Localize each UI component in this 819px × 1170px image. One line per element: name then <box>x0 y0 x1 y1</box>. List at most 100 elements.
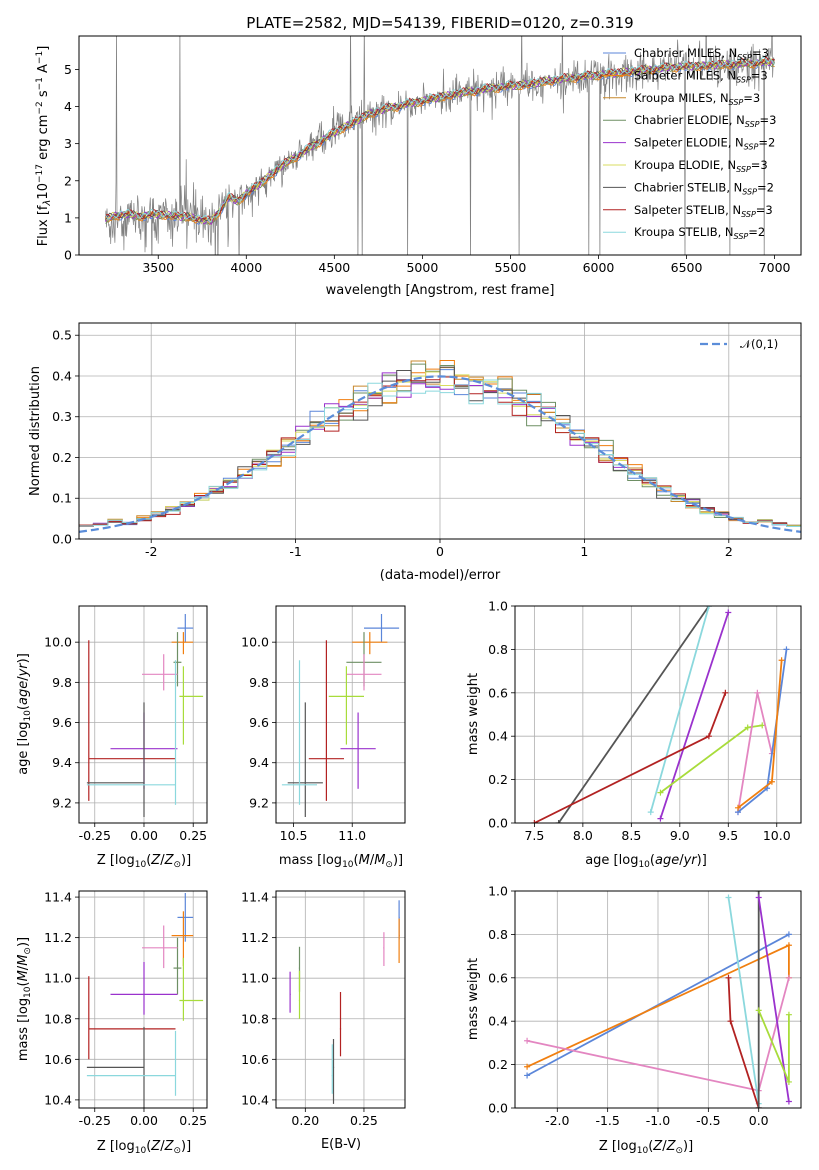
weight-vs-z-ytick-label: 0.0 <box>488 1101 508 1116</box>
age-vs-z-ytick-label: 9.6 <box>52 715 72 730</box>
legend-subscript: SSP <box>737 53 752 62</box>
data-point <box>725 609 732 616</box>
mass-vs-z-plot-area <box>86 893 204 1108</box>
spectrum-xtick-label: 6000 <box>583 260 615 275</box>
weight-vs-z-xtick-label: -1.5 <box>595 1113 619 1128</box>
spectrum-xtick-label: 5000 <box>406 260 438 275</box>
mass-vs-ebv-xtick-label: 0.25 <box>350 1113 378 1128</box>
age-vs-z-ytick-label: 9.8 <box>52 675 72 690</box>
legend-label: Chabrier MILES, NSSP=3 <box>634 46 769 62</box>
weight-vs-z-xtick-label: -1.0 <box>646 1113 670 1128</box>
age-vs-z-ytick-label: 9.4 <box>52 755 72 770</box>
weight-vs-z-ytick-label: 0.2 <box>488 1057 508 1072</box>
data-point <box>555 820 562 823</box>
weight-vs-z-xtick-label: -2.0 <box>545 1113 569 1128</box>
spectrum-data-line <box>105 36 775 255</box>
weight-vs-age-ytick-label: 1.0 <box>488 599 508 614</box>
age-vs-mass-xtick-label: 11.0 <box>338 828 366 843</box>
data-point <box>647 809 654 816</box>
weight-vs-z-plot-area <box>524 891 792 1108</box>
weight-vs-z-ytick-label: 0.4 <box>488 1014 508 1029</box>
weight-vs-age-axes: 7.5 8.0 8.5 9.0 9.5 10.0 0.0 0.2 0.4 0.6 0.8 1.0 <box>488 599 802 843</box>
weight-age-track <box>737 660 783 809</box>
spectrum-xlabel: wavelength [Angstrom, rest frame] <box>326 283 555 298</box>
legend-suffix: =2 <box>748 225 765 239</box>
weight-vs-z-axes: -2.0 -1.5 -1.0 -0.5 0.0 0.0 0.2 0.4 0.6 0.8 1.0 <box>488 884 802 1128</box>
legend-suffix: =3 <box>756 203 773 217</box>
age-vs-mass-ytick-label: 9.6 <box>249 715 269 730</box>
weight-vs-age-xtick-label: 7.5 <box>524 828 544 843</box>
legend-subscript: SSP <box>729 98 744 107</box>
mass-vs-z-axes: -0.25 0.00 0.25 10.4 10.6 10.8 11.0 11.2 11.4 <box>44 890 208 1128</box>
residuals-plot-area <box>79 360 801 533</box>
spectrum-xtick-label: 3500 <box>142 260 174 275</box>
age-vs-z-axes: -0.25 0.00 0.25 9.2 9.4 9.6 9.8 10.0 <box>44 605 208 843</box>
data-point <box>734 804 741 811</box>
data-point <box>755 1105 762 1108</box>
weight-vs-age-ytick-label: 0.0 <box>488 816 508 831</box>
histogram-8 <box>79 379 801 528</box>
mass-vs-ebv-ytick-label: 10.8 <box>241 1011 269 1026</box>
spectrum-legend: Chabrier MILES, NSSP=3 Salpeter MILES, NS… <box>603 46 776 241</box>
spectrum-axes: 3500 4000 4500 5000 5500 6000 6500 7000 0 1 2 3 4 5 Ch… <box>64 35 802 275</box>
weight-vs-age-ytick-label: 0.8 <box>488 642 508 657</box>
legend-suffix: =3 <box>743 91 760 105</box>
residuals-ytick-label: 0.3 <box>52 409 72 424</box>
age-vs-z-xtick-label: 0.00 <box>130 828 158 843</box>
mass-vs-z-xlabel: Z [log10(Z/Z⊙)] <box>97 1139 191 1156</box>
model-line-8 <box>105 56 775 223</box>
data-point <box>722 689 729 696</box>
data-point <box>785 974 792 981</box>
age-vs-z-xtick-label: -0.25 <box>79 828 111 843</box>
data-point <box>725 974 732 981</box>
residuals-ytick-label: 0.2 <box>52 450 72 465</box>
data-point <box>759 722 766 729</box>
residuals-ytick-label: 0.0 <box>52 532 72 547</box>
weight-vs-age-xtick-label: 10.0 <box>763 828 791 843</box>
residuals-xtick-label: -2 <box>145 544 157 559</box>
age-vs-z-ytick-label: 9.2 <box>52 795 72 810</box>
mass-vs-z-frame <box>78 890 208 1109</box>
data-point <box>744 724 751 731</box>
normal-curve <box>79 375 801 533</box>
data-point <box>755 1007 762 1014</box>
age-vs-z-ylabel: age [log10(age/yr)] <box>16 653 33 775</box>
weight-vs-age-ytick-label: 0.2 <box>488 772 508 787</box>
data-point <box>785 1098 792 1105</box>
mass-vs-ebv-ytick-label: 11.4 <box>241 890 269 905</box>
legend-subscript: SSP <box>744 143 759 152</box>
mass-vs-z-ytick-label: 11.2 <box>44 930 72 945</box>
age-vs-z-plot-area <box>86 614 204 817</box>
age-vs-mass-xtick-label: 10.5 <box>280 828 308 843</box>
legend-subscript: SSP <box>745 120 760 129</box>
data-point <box>755 894 762 901</box>
weight-age-track <box>737 649 788 813</box>
mass-vs-ebv-frame <box>275 890 406 1109</box>
data-point <box>705 733 712 740</box>
spectrum-xtick-label: 7000 <box>759 260 791 275</box>
legend-subscript: SSP <box>741 210 756 219</box>
weight-vs-age-xtick-label: 8.5 <box>621 828 641 843</box>
legend-label: Salpeter ELODIE, NSSP=2 <box>634 136 775 152</box>
weight-vs-age-frame <box>514 605 802 824</box>
legend-subscript: SSP <box>736 75 751 84</box>
mass-vs-ebv-axes: 0.20 0.25 10.4 10.6 10.8 11.0 11.2 11.4 <box>241 890 406 1128</box>
legend-label: Chabrier ELODIE, NSSP=3 <box>634 113 776 129</box>
weight-vs-age-ytick-label: 0.6 <box>488 685 508 700</box>
mass-vs-z-xtick-label: 0.25 <box>179 1113 207 1128</box>
weight-vs-z-ytick-label: 0.6 <box>488 970 508 985</box>
age-vs-mass-ytick-label: 9.4 <box>249 755 269 770</box>
spectrum-xtick-label: 4500 <box>318 260 350 275</box>
age-vs-mass-frame <box>275 605 406 824</box>
spectrum-ytick-label: 5 <box>64 62 72 77</box>
age-vs-z-xlabel: Z [log10(Z/Z⊙)] <box>97 853 191 870</box>
residuals-xtick-label: 1 <box>580 544 588 559</box>
weight-vs-z-ytick-label: 0.8 <box>488 927 508 942</box>
data-point <box>727 1018 734 1025</box>
legend-suffix: =3 <box>760 113 777 127</box>
residuals-axes: -2 -1 0 1 2 0.0 0.1 0.2 0.3 0.4 0.5 𝒩(0,1) <box>52 322 802 559</box>
legend-suffix: =3 <box>752 46 769 60</box>
mass-vs-ebv-xtick-label: 0.20 <box>291 1113 319 1128</box>
data-point <box>657 815 664 822</box>
